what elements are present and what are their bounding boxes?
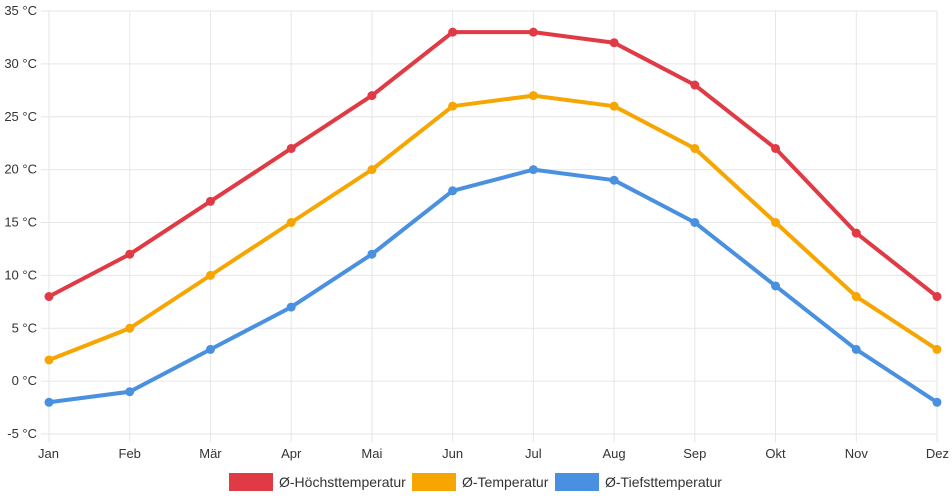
data-point[interactable] bbox=[851, 228, 861, 238]
x-tick-label: Jun bbox=[442, 446, 463, 461]
legend-label: Ø-Tiefsttemperatur bbox=[605, 474, 722, 490]
legend-item-2[interactable]: Ø-Tiefsttemperatur bbox=[555, 473, 722, 491]
x-tick-label: Feb bbox=[119, 446, 141, 461]
x-tick-label: Jul bbox=[525, 446, 542, 461]
data-point[interactable] bbox=[286, 143, 296, 153]
x-tick-label: Mär bbox=[199, 446, 222, 461]
x-tick-label: Sep bbox=[683, 446, 706, 461]
y-axis-ticks: 35 °C 30 °C 25 °C 20 °C 15 °C 10 °C 5 °C 0 °C -5… bbox=[4, 3, 37, 441]
data-point[interactable] bbox=[771, 281, 781, 291]
data-point[interactable] bbox=[932, 292, 942, 302]
data-point[interactable] bbox=[125, 387, 135, 397]
data-point[interactable] bbox=[367, 165, 377, 175]
y-tick-label: 15 °C bbox=[4, 215, 37, 230]
y-tick-label: 35 °C bbox=[4, 3, 37, 18]
data-point[interactable] bbox=[609, 101, 619, 111]
x-tick-label: Apr bbox=[281, 446, 302, 461]
y-tick-label: 20 °C bbox=[4, 162, 37, 177]
data-point[interactable] bbox=[528, 91, 538, 101]
x-tick-label: Aug bbox=[603, 446, 626, 461]
legend-swatch bbox=[412, 473, 456, 491]
y-tick-label: 30 °C bbox=[4, 56, 37, 71]
data-point[interactable] bbox=[771, 218, 781, 227]
y-tick-label: 0 °C bbox=[12, 373, 37, 388]
legend-swatch bbox=[229, 473, 273, 491]
y-tick-label: -5 °C bbox=[7, 426, 37, 441]
data-point[interactable] bbox=[932, 344, 942, 354]
x-tick-label: Nov bbox=[845, 446, 869, 461]
x-tick-label: Mai bbox=[361, 446, 382, 461]
series-line-2 bbox=[47, 167, 939, 405]
data-point[interactable] bbox=[286, 218, 296, 227]
data-point[interactable] bbox=[851, 292, 861, 302]
data-point[interactable] bbox=[448, 101, 458, 111]
data-point[interactable] bbox=[448, 186, 458, 196]
data-point[interactable] bbox=[771, 143, 781, 153]
data-point[interactable] bbox=[205, 270, 215, 280]
data-point[interactable] bbox=[44, 397, 54, 407]
data-point[interactable] bbox=[205, 196, 215, 206]
data-point[interactable] bbox=[367, 91, 377, 101]
data-point[interactable] bbox=[448, 27, 458, 37]
x-tick-label: Dez bbox=[926, 446, 949, 461]
series-line-1 bbox=[47, 93, 939, 362]
y-tick-label: 10 °C bbox=[4, 267, 37, 282]
data-point[interactable] bbox=[609, 175, 619, 185]
data-point[interactable] bbox=[690, 80, 700, 90]
series-line-0 bbox=[47, 30, 939, 299]
data-point[interactable] bbox=[528, 27, 538, 37]
data-point[interactable] bbox=[609, 38, 619, 48]
legend[interactable]: Ø-Höchsttemperatur Ø-Temperatur Ø-Tiefstte… bbox=[229, 473, 722, 491]
data-point[interactable] bbox=[528, 165, 538, 175]
y-tick-label: 25 °C bbox=[4, 109, 37, 124]
series-lines bbox=[44, 27, 942, 407]
data-point[interactable] bbox=[205, 344, 215, 354]
data-point[interactable] bbox=[851, 344, 861, 354]
legend-swatch bbox=[555, 473, 599, 491]
data-point[interactable] bbox=[286, 302, 296, 312]
x-tick-label: Jan bbox=[38, 446, 59, 461]
data-point[interactable] bbox=[44, 292, 54, 302]
data-point[interactable] bbox=[125, 323, 135, 333]
legend-label: Ø-Höchsttemperatur bbox=[279, 474, 406, 490]
data-point[interactable] bbox=[932, 397, 942, 407]
legend-item-1[interactable]: Ø-Temperatur bbox=[412, 473, 549, 491]
legend-label: Ø-Temperatur bbox=[462, 474, 549, 490]
data-point[interactable] bbox=[690, 218, 700, 227]
y-tick-label: 5 °C bbox=[12, 320, 37, 335]
data-point[interactable] bbox=[690, 143, 700, 153]
data-point[interactable] bbox=[367, 249, 377, 259]
data-point[interactable] bbox=[44, 355, 54, 365]
data-point[interactable] bbox=[125, 249, 135, 259]
legend-item-0[interactable]: Ø-Höchsttemperatur bbox=[229, 473, 406, 491]
x-tick-label: Okt bbox=[765, 446, 786, 461]
x-axis-ticks: Jan Feb Mär Apr Mai Jun Jul Aug Sep Okt Nov Dez bbox=[38, 446, 949, 461]
